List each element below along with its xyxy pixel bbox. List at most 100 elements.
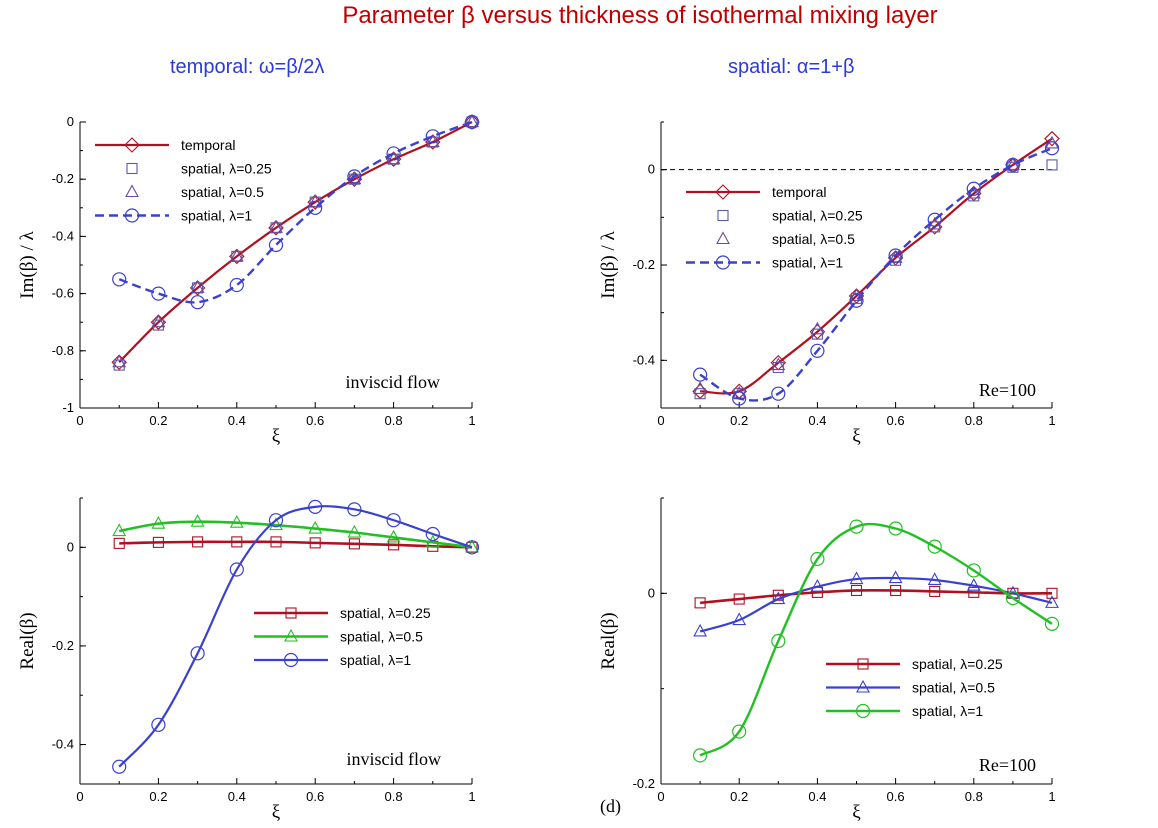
x-tick-label: 0: [657, 789, 664, 804]
legend-label: spatial, λ=0.5: [181, 184, 264, 200]
series-line: [699, 522, 1053, 757]
x-axis-label: ξ: [272, 802, 281, 823]
data-point-marker: [849, 571, 864, 585]
chart-legend: spatial, λ=0.25 spatial, λ=0.5 spatial, λ=…: [826, 656, 1003, 719]
y-tick-label: 0: [67, 114, 74, 129]
data-point-marker: [309, 537, 321, 549]
data-point-marker: [425, 534, 440, 548]
legend-swatch-marker: [284, 628, 298, 642]
data-point-marker: [270, 536, 282, 548]
data-point-marker: [425, 134, 440, 148]
x-tick-label: 0.6: [887, 413, 905, 428]
series-line: [118, 120, 473, 304]
data-point-marker: [151, 717, 166, 732]
x-axis-label: ξ: [852, 426, 861, 447]
legend-label: spatial, λ=0.5: [340, 629, 423, 645]
chart-annotation: inviscid flow: [347, 749, 442, 769]
data-point-marker: [269, 220, 283, 233]
x-tick-label: 0.4: [228, 789, 246, 804]
legend-label: spatial, λ=0.5: [772, 231, 855, 247]
data-point-marker: [190, 280, 205, 293]
spatial-subtitle: spatial: α=1+β: [728, 56, 855, 78]
data-point-marker: [113, 537, 125, 549]
x-tick-label: 1: [468, 413, 475, 428]
data-point-marker: [1005, 157, 1021, 172]
data-point-marker: [347, 169, 362, 184]
data-point-marker: [966, 185, 981, 199]
legend-label: spatial, λ=1: [772, 255, 843, 271]
x-tick-label: 0.8: [965, 413, 983, 428]
data-point-marker: [888, 521, 903, 536]
data-point-marker: [733, 593, 745, 605]
x-tick-label: 0.8: [385, 413, 403, 428]
legend-swatch-marker: [857, 658, 869, 670]
chart-annotation: Re=100: [979, 380, 1036, 400]
x-tick-label: 0.6: [306, 413, 324, 428]
chart-legend: temporal spatial, λ=0.25 spatial, λ=0.5 spa…: [686, 184, 863, 271]
chart-legend: spatial, λ=0.25 spatial, λ=0.5 spatial, λ=…: [254, 605, 431, 668]
legend-label: spatial, λ=0.25: [340, 605, 431, 621]
x-tick-label: 0.6: [887, 789, 905, 804]
data-point-marker: [464, 114, 480, 130]
x-tick-label: 0.4: [808, 413, 826, 428]
data-point-marker: [929, 585, 941, 597]
data-point-marker: [1044, 130, 1060, 147]
y-tick-label: -0.2: [633, 257, 655, 272]
legend-swatch-marker: [124, 137, 140, 153]
data-point-marker: [386, 146, 401, 161]
x-tick-label: 0.6: [306, 789, 324, 804]
series-line: [118, 505, 473, 768]
data-point-marker: [732, 391, 747, 406]
chart-annotation: Re=100: [979, 755, 1036, 775]
chart-legend: temporal spatial, λ=0.25 spatial, λ=0.5 spa…: [95, 137, 272, 224]
data-point-marker: [771, 357, 786, 371]
temporal-subtitle: temporal: ω=β/2λ: [170, 56, 325, 78]
data-point-marker: [849, 519, 864, 534]
legend-label: spatial, λ=0.25: [181, 161, 272, 177]
legend-swatch-marker: [855, 703, 871, 719]
data-point-marker: [386, 151, 401, 165]
chart-panel-top-left: 0 0.2 0.4 0.6 0.8 1 0 -0.2 -0.4 -0.6 -0.8 -1 ξ Im(β) …: [17, 114, 480, 447]
legend-label: spatial, λ=0.25: [772, 208, 863, 224]
data-point-marker: [810, 343, 825, 358]
chart-annotation: inviscid flow: [346, 372, 441, 392]
data-point-marker: [112, 272, 127, 287]
data-point-marker: [425, 526, 440, 542]
data-point-marker: [732, 612, 747, 626]
legend-swatch-marker: [126, 162, 138, 175]
data-point-marker: [347, 502, 362, 517]
panel-tag: (d): [600, 796, 621, 816]
y-tick-label: -0.2: [633, 776, 655, 791]
x-tick-label: 0.2: [149, 789, 167, 804]
data-point-marker: [229, 248, 244, 262]
data-point-marker: [347, 524, 362, 538]
legend-label: temporal: [181, 137, 235, 153]
data-point-marker: [388, 539, 400, 551]
data-point-marker: [152, 536, 164, 548]
series-line: [118, 121, 473, 364]
legend-label: spatial, λ=1: [340, 652, 411, 668]
data-point-marker: [229, 515, 244, 528]
y-tick-label: -0.4: [52, 737, 74, 752]
data-point-marker: [966, 578, 981, 591]
x-tick-label: 0.4: [808, 789, 826, 804]
data-point-marker: [694, 597, 706, 609]
chart-panel-top-right: 0 0.2 0.4 0.6 0.8 1 0 -0.2 -0.4 ξ Im(β) / λ Re=100 t…: [598, 121, 1060, 447]
data-point-marker: [1046, 587, 1058, 599]
data-point-marker: [268, 513, 284, 528]
data-point-marker: [771, 633, 786, 649]
legend-swatch-marker: [125, 184, 139, 198]
data-point-marker: [692, 367, 708, 382]
data-point-marker: [465, 114, 479, 128]
x-tick-label: 0: [76, 789, 83, 804]
data-point-marker: [968, 586, 980, 598]
data-point-marker: [810, 321, 825, 335]
data-point-marker: [1044, 141, 1060, 156]
x-tick-label: 0.2: [730, 413, 748, 428]
legend-swatch-marker: [124, 208, 140, 223]
x-axis-label: ξ: [852, 802, 861, 823]
data-point-marker: [112, 354, 127, 368]
y-axis-label: Real(β): [598, 612, 619, 669]
y-tick-label: 0: [648, 585, 655, 600]
data-point-marker: [151, 515, 166, 529]
